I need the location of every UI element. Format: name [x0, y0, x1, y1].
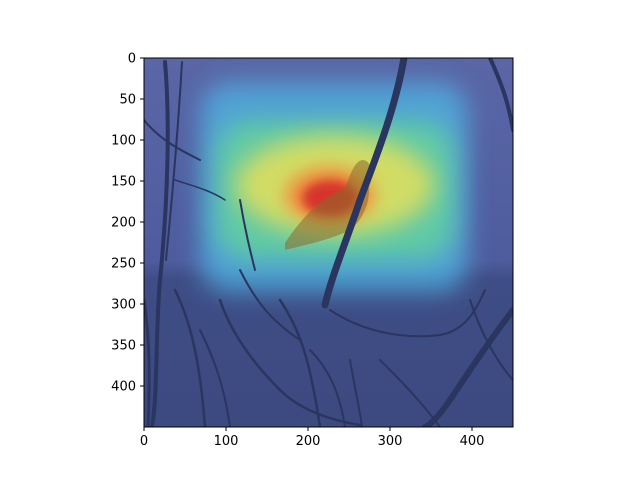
y-tick-label: 50 — [119, 93, 136, 108]
x-tick-label: 200 — [296, 434, 321, 449]
x-tick-label: 100 — [214, 434, 239, 449]
axes-frame — [143, 57, 514, 428]
x-tick-label: 300 — [378, 434, 403, 449]
y-tick-label: 200 — [111, 216, 136, 231]
attention-heatmap — [200, 82, 468, 292]
image-panel — [144, 58, 513, 427]
y-axis: 0 50 100 150 200 250 300 350 400 — [111, 52, 144, 395]
y-tick-label: 300 — [111, 298, 136, 313]
y-tick-label: 400 — [111, 380, 136, 395]
x-tick-label: 0 — [140, 434, 148, 449]
y-tick-label: 350 — [111, 339, 136, 354]
x-axis: 0 100 200 300 400 — [140, 427, 485, 449]
y-tick-label: 150 — [111, 175, 136, 190]
y-tick-label: 250 — [111, 257, 136, 272]
x-tick-label: 400 — [460, 434, 485, 449]
y-tick-label: 0 — [128, 52, 136, 67]
tree-branches — [144, 58, 513, 427]
y-tick-label: 100 — [111, 134, 136, 149]
